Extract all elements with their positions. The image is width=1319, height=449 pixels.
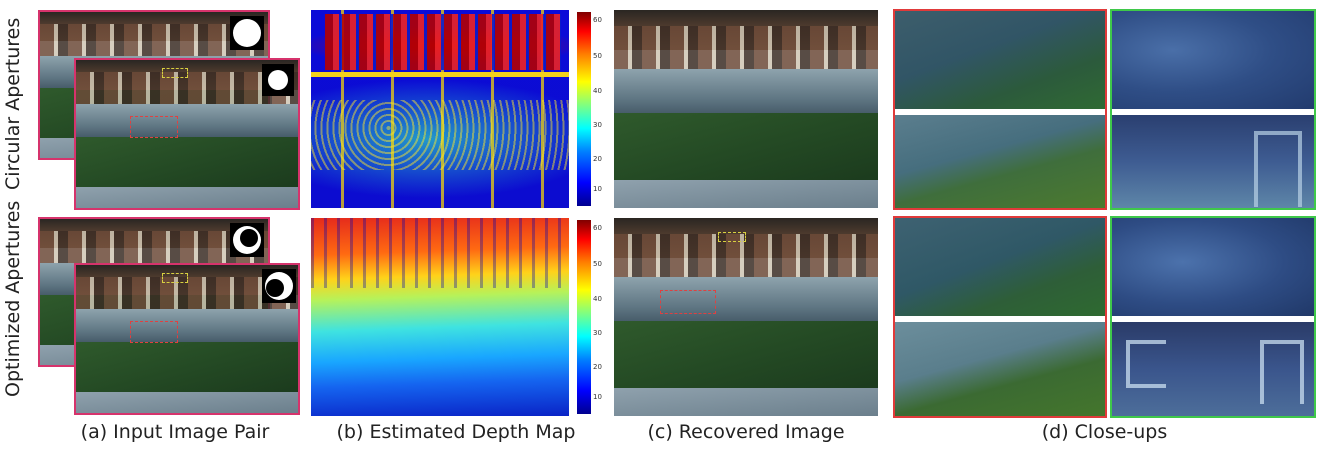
roi-yellow-box: [718, 232, 746, 242]
colorbar-tick: 20: [593, 155, 602, 163]
input-image-front-circular: [74, 58, 300, 210]
roi-red-box: [130, 321, 178, 343]
colorbar-tick: 50: [593, 260, 602, 268]
depth-map-optimized: [311, 218, 569, 416]
optimized-aperture-icon: [262, 269, 296, 303]
roi-yellow-box: [162, 273, 188, 283]
caption-close-ups: (d) Close-ups: [1041, 421, 1168, 443]
closeup-wall-grass-circular: [893, 9, 1107, 210]
circular-aperture-icon: [262, 64, 294, 96]
depth-band-yellow: [311, 72, 569, 77]
circular-aperture-icon: [230, 16, 264, 50]
colorbar-tick: 30: [593, 121, 602, 129]
colorbar-tick: 10: [593, 393, 602, 401]
colorbar-tick: 60: [593, 16, 602, 24]
closeup-wall-grass-optimized: [893, 216, 1107, 418]
closeup-building-circular: [1110, 9, 1316, 210]
roi-red-box: [130, 116, 178, 138]
colorbar-tick: 10: [593, 185, 602, 193]
colorbar-tick: 50: [593, 52, 602, 60]
caption-estimated-depth-map: (b) Estimated Depth Map: [336, 421, 576, 443]
row-label-circular: Circular Apertures: [2, 17, 24, 190]
roi-yellow-box: [162, 68, 188, 78]
colorbar-tick: 30: [593, 329, 602, 337]
caption-recovered-image: (c) Recovered Image: [647, 421, 845, 443]
closeup-building-optimized: [1110, 216, 1316, 418]
colorbar-tick: 20: [593, 363, 602, 371]
depth-map-circular: [311, 10, 569, 208]
depth-noise: [311, 218, 569, 288]
colorbar-tick: 40: [593, 295, 602, 303]
row-label-optimized: Optimized Apertures: [2, 200, 24, 397]
input-image-front-optimized: [74, 263, 300, 415]
caption-input-image-pair: (a) Input Image Pair: [80, 421, 270, 443]
optimized-aperture-icon: [230, 223, 264, 257]
depth-speckle: [311, 100, 569, 170]
roi-red-box: [660, 290, 716, 314]
colorbar-tick: 60: [593, 224, 602, 232]
depth-band-red: [325, 14, 561, 70]
recovered-image-circular: [614, 10, 878, 208]
colorbar-tick: 40: [593, 87, 602, 95]
recovered-image-optimized: [614, 218, 878, 416]
depth-colorbar-circular: [577, 12, 591, 206]
depth-colorbar-optimized: [577, 220, 591, 414]
